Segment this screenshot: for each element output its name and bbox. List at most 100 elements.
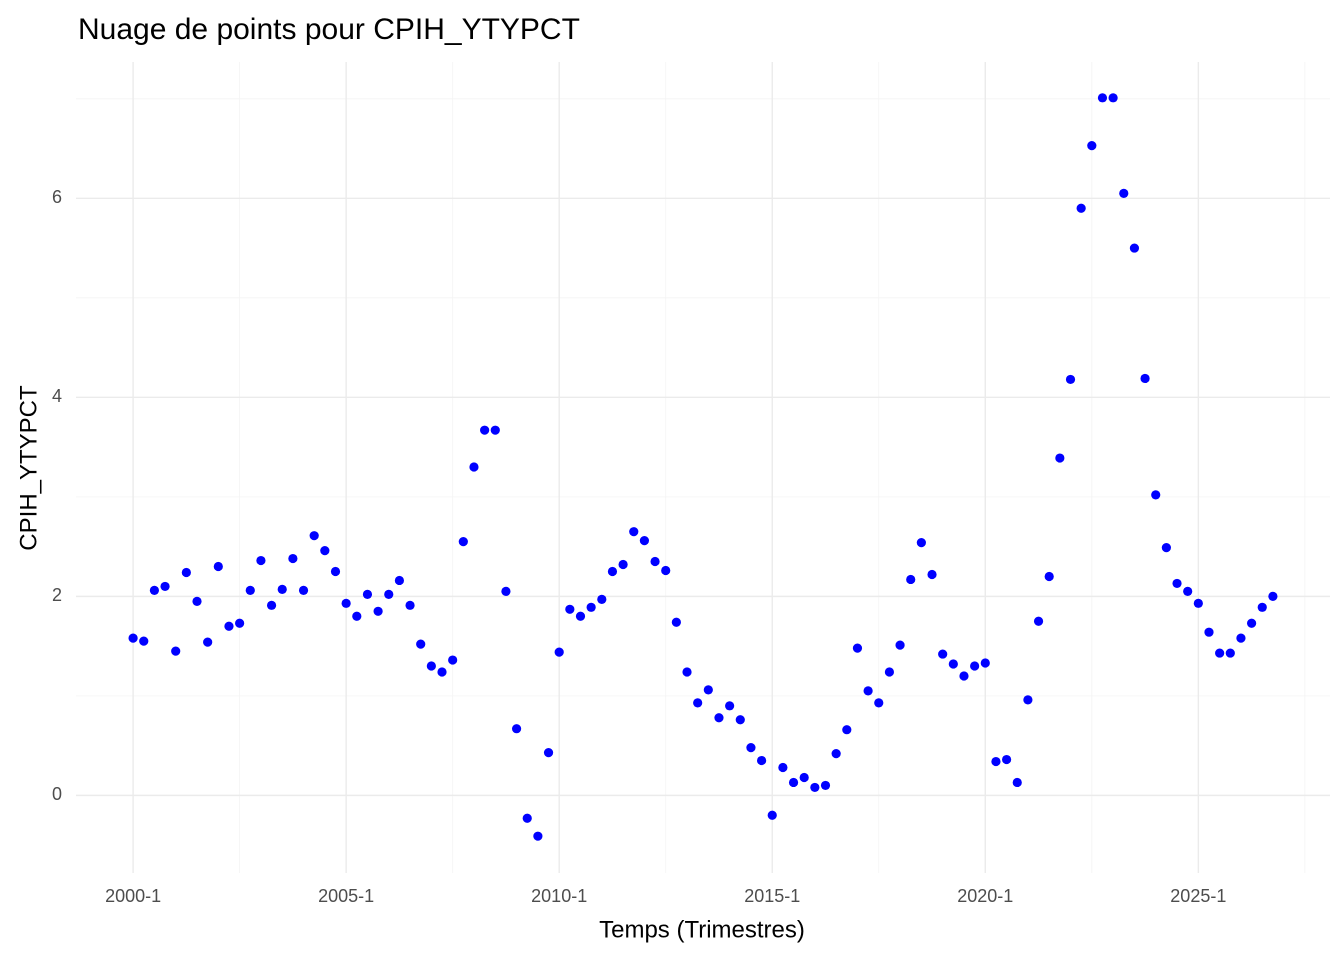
x-tick-label: 2000-1 bbox=[105, 886, 161, 906]
point bbox=[266, 600, 277, 610]
point bbox=[416, 639, 426, 649]
point bbox=[1193, 598, 1203, 608]
point bbox=[852, 643, 863, 653]
point bbox=[213, 561, 223, 572]
point bbox=[224, 621, 234, 631]
point bbox=[788, 777, 799, 788]
point bbox=[362, 589, 373, 599]
point bbox=[810, 782, 820, 793]
point bbox=[1097, 93, 1108, 103]
point bbox=[426, 661, 436, 671]
point bbox=[128, 633, 138, 643]
point bbox=[437, 667, 447, 677]
point bbox=[245, 585, 255, 595]
point bbox=[1033, 616, 1044, 626]
point bbox=[1236, 633, 1246, 643]
point bbox=[1129, 243, 1140, 253]
point bbox=[1161, 543, 1171, 553]
point bbox=[171, 646, 181, 656]
point bbox=[756, 755, 767, 766]
point bbox=[703, 685, 713, 695]
point bbox=[1257, 602, 1267, 612]
point bbox=[330, 566, 341, 577]
point bbox=[554, 647, 564, 657]
point bbox=[1076, 203, 1086, 213]
point bbox=[533, 831, 543, 841]
point bbox=[405, 600, 415, 610]
point bbox=[448, 655, 458, 665]
point bbox=[863, 686, 873, 696]
point bbox=[671, 617, 681, 627]
point bbox=[948, 659, 958, 669]
y-tick-label: 4 bbox=[52, 386, 62, 406]
point bbox=[916, 538, 926, 548]
x-tick-label: 2015-1 bbox=[744, 886, 800, 906]
point bbox=[341, 598, 351, 608]
point bbox=[384, 589, 394, 599]
y-tick-label: 0 bbox=[52, 784, 62, 804]
y-tick-label: 2 bbox=[52, 585, 62, 605]
point bbox=[352, 611, 362, 621]
point bbox=[1172, 578, 1182, 589]
point bbox=[501, 586, 511, 596]
point bbox=[1044, 571, 1054, 582]
point bbox=[842, 725, 852, 735]
point bbox=[767, 810, 777, 820]
grid bbox=[76, 62, 1330, 873]
point bbox=[799, 772, 809, 783]
point bbox=[586, 602, 596, 612]
point bbox=[959, 671, 969, 681]
point bbox=[906, 574, 916, 585]
point bbox=[629, 527, 639, 537]
point bbox=[565, 604, 575, 614]
x-tick-label: 2020-1 bbox=[957, 886, 1013, 906]
point bbox=[1001, 754, 1012, 765]
point bbox=[831, 748, 841, 759]
point bbox=[1140, 373, 1150, 384]
point bbox=[469, 462, 479, 472]
x-tick-label: 2010-1 bbox=[531, 886, 587, 906]
point bbox=[980, 658, 990, 668]
point bbox=[746, 743, 756, 753]
point bbox=[970, 661, 980, 671]
point bbox=[1215, 648, 1225, 658]
point bbox=[543, 747, 554, 758]
point bbox=[1183, 586, 1193, 596]
point bbox=[725, 701, 735, 711]
point bbox=[1012, 777, 1022, 788]
point bbox=[1108, 93, 1118, 103]
point bbox=[1065, 374, 1076, 385]
point bbox=[714, 713, 724, 723]
point bbox=[394, 575, 405, 586]
point bbox=[618, 559, 628, 570]
point bbox=[874, 698, 884, 708]
point bbox=[256, 555, 266, 566]
x-tick-label: 2005-1 bbox=[318, 886, 374, 906]
point bbox=[661, 565, 671, 576]
point bbox=[511, 724, 522, 734]
point bbox=[884, 667, 895, 677]
point bbox=[160, 581, 170, 592]
point bbox=[778, 762, 788, 773]
x-axis-title: Temps (Trimestres) bbox=[599, 916, 805, 943]
point bbox=[458, 537, 468, 547]
x-tick-label: 2025-1 bbox=[1170, 886, 1226, 906]
point bbox=[298, 585, 309, 595]
point bbox=[288, 553, 298, 564]
point bbox=[1151, 490, 1161, 500]
point bbox=[480, 425, 490, 435]
point bbox=[181, 567, 191, 578]
point bbox=[1087, 140, 1097, 151]
point bbox=[693, 698, 703, 708]
point bbox=[320, 545, 330, 556]
point bbox=[149, 585, 160, 595]
point bbox=[373, 606, 383, 616]
point bbox=[597, 594, 607, 604]
y-axis-title: CPIH_YTYPCT bbox=[15, 385, 42, 551]
point bbox=[639, 536, 650, 546]
point bbox=[1119, 188, 1129, 198]
point bbox=[522, 813, 532, 823]
point bbox=[1023, 695, 1033, 705]
point bbox=[203, 637, 213, 647]
